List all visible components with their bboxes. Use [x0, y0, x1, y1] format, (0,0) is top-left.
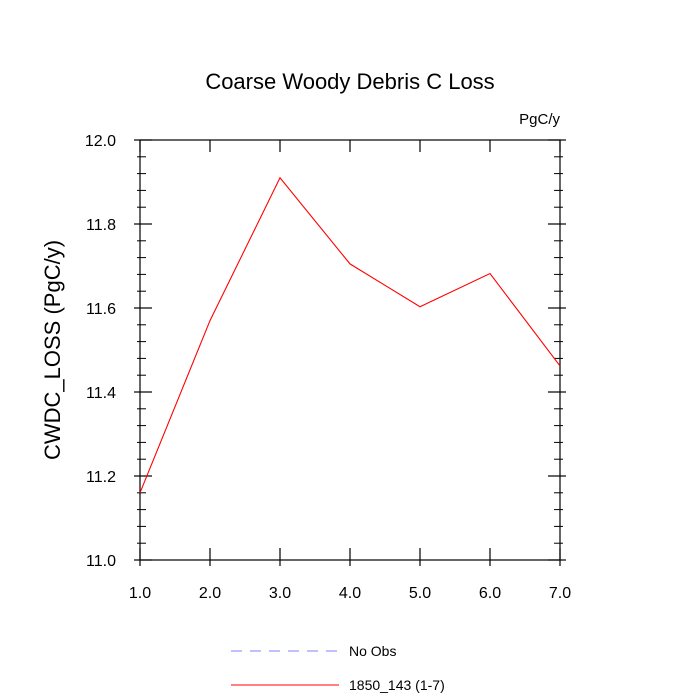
x-tick-label: 2.0 [199, 585, 221, 602]
tick-labels-layer: 1.0 2.0 3.0 4.0 5.0 6.0 7.0 11.0 11.2 11.4 11.6 11.… [85, 133, 571, 602]
y-tick-label: 12.0 [85, 133, 116, 150]
data-point [209, 319, 212, 322]
x-tick-label: 3.0 [269, 585, 291, 602]
data-point [349, 262, 352, 265]
series-layer [139, 176, 562, 494]
data-point [139, 491, 142, 494]
chart-title: Coarse Woody Debris C Loss [205, 69, 494, 94]
x-tick-label: 7.0 [549, 585, 571, 602]
x-tick-label: 6.0 [479, 585, 501, 602]
y-tick-label: 11.6 [86, 301, 116, 318]
y-tick-label: 11.0 [86, 553, 116, 570]
data-point [559, 364, 562, 367]
legend-label: 1850_143 (1-7) [349, 677, 445, 693]
data-point [279, 176, 282, 179]
units-label: PgC/y [519, 111, 560, 128]
x-tick-label: 4.0 [339, 585, 361, 602]
plot-frame [139, 139, 561, 561]
x-tick-label: 5.0 [409, 585, 431, 602]
y-tick-label: 11.4 [86, 385, 116, 402]
x-tick-label: 1.0 [129, 585, 151, 602]
ticks-layer [134, 139, 566, 566]
data-point [419, 305, 422, 308]
series-line-0 [139, 176, 561, 494]
legend-label: No Obs [349, 643, 396, 659]
legend: No Obs 1850_143 (1-7) [231, 643, 445, 693]
data-point [489, 272, 492, 275]
y-tick-label: 11.8 [86, 217, 116, 234]
y-axis-label: CWDC_LOSS (PgC/y) [40, 240, 65, 460]
y-tick-label: 11.2 [86, 469, 116, 486]
